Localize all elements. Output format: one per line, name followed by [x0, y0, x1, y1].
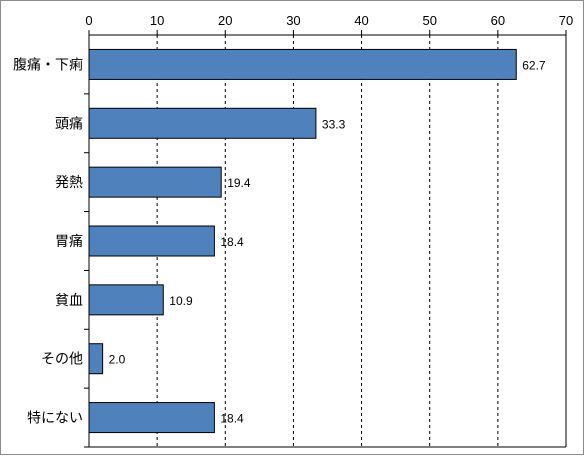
- x-tick-label: 0: [85, 13, 92, 28]
- category-label: 腹痛・下痢: [13, 56, 83, 73]
- data-label: 18.4: [220, 412, 244, 426]
- category-label: 頭痛: [55, 115, 83, 132]
- data-label: 2.0: [109, 353, 126, 367]
- category-label: 特にない: [27, 411, 83, 427]
- x-tick-label: 10: [150, 13, 164, 28]
- category-label: その他: [41, 352, 83, 368]
- bar-5: [88, 343, 104, 375]
- category-label: 胃痛: [55, 233, 83, 250]
- bar-4: [88, 284, 164, 316]
- data-label: 10.9: [169, 294, 193, 308]
- bar-0: [88, 48, 517, 80]
- x-tick-label: 70: [559, 13, 573, 28]
- x-tick-label: 60: [491, 13, 505, 28]
- x-tick-label: 50: [422, 13, 436, 28]
- category-label: 発熱: [55, 175, 83, 191]
- category-label: 貧血: [55, 293, 83, 309]
- x-tick-label: 30: [286, 13, 300, 28]
- x-tick-label: 20: [218, 13, 232, 28]
- data-label: 62.7: [522, 58, 546, 72]
- bar-2: [88, 166, 222, 198]
- bar-3: [88, 225, 215, 257]
- x-tick-label: 40: [354, 13, 368, 28]
- data-label: 33.3: [322, 117, 346, 131]
- bar-1: [88, 107, 317, 139]
- data-label: 18.4: [220, 235, 244, 249]
- data-label: 19.4: [227, 176, 251, 190]
- bar-6: [88, 402, 215, 434]
